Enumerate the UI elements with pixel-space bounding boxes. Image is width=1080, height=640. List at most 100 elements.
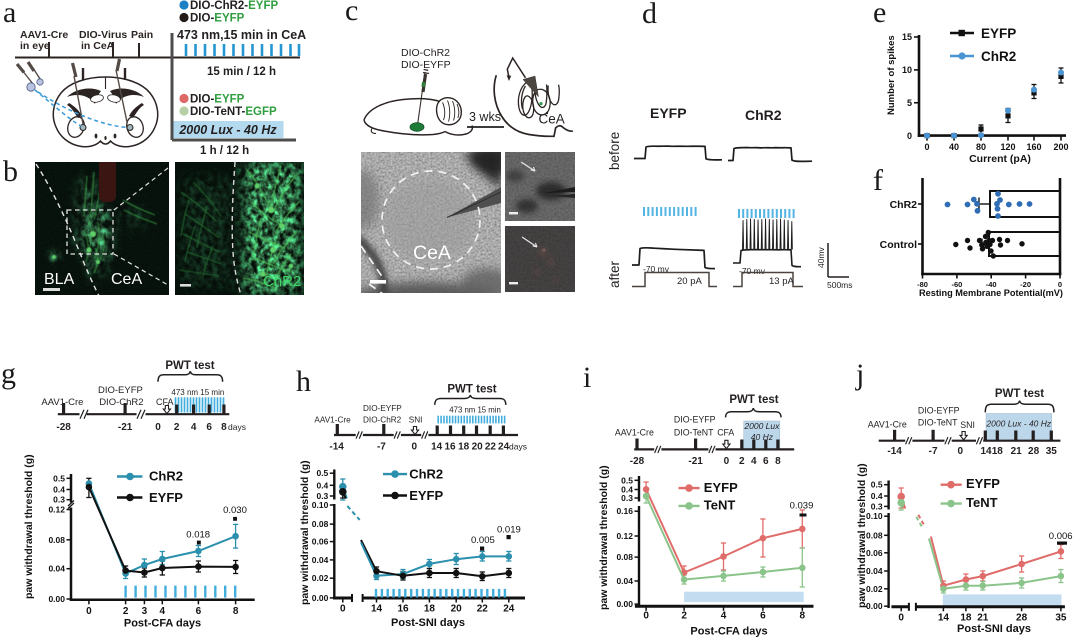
svg-text:-14: -14 [329,441,344,452]
svg-text:20 pA: 20 pA [677,276,702,287]
svg-text:AAV1-Cre: AAV1-Cre [41,397,83,408]
svg-text:DIO-EYFP: DIO-EYFP [674,415,716,425]
svg-text:4: 4 [191,422,197,433]
svg-text:14: 14 [938,612,950,623]
svg-text:ChR2: ChR2 [409,467,443,482]
svg-text:-7: -7 [377,441,386,452]
svg-text:0.12: 0.12 [616,531,633,541]
svg-text:0: 0 [1058,280,1062,289]
svg-text:0.06: 0.06 [866,548,883,558]
svg-text:0.04: 0.04 [48,564,65,574]
svg-text:0.5: 0.5 [316,468,328,478]
svg-text:0.12: 0.12 [48,505,65,515]
svg-text:-21: -21 [118,422,133,433]
svg-text:20: 20 [451,603,463,614]
svg-text:6: 6 [196,606,202,617]
svg-text:15: 15 [902,32,912,42]
svg-text:0.08: 0.08 [866,530,883,540]
svg-text:0.018: 0.018 [186,530,210,541]
svg-text:AAV1-Cre: AAV1-Cre [615,428,654,438]
svg-text:DIO-EYFP: DIO-EYFP [363,404,402,413]
svg-text:0.08: 0.08 [48,535,65,545]
svg-text:18: 18 [960,612,972,623]
svg-text:0: 0 [643,611,649,622]
svg-text:80: 80 [976,142,986,152]
svg-text:-20: -20 [1020,280,1031,289]
svg-text:473 nm 15 min: 473 nm 15 min [449,406,501,415]
svg-text:-70 mv: -70 mv [643,264,670,274]
svg-text:DIO-EYFP: DIO-EYFP [918,406,960,416]
svg-text:18: 18 [992,446,1004,457]
svg-text:21: 21 [977,612,989,623]
svg-text:0.4: 0.4 [53,485,65,495]
svg-text:0.3: 0.3 [53,495,65,505]
svg-text:0.04: 0.04 [312,555,329,565]
svg-text:0: 0 [924,142,929,152]
svg-text:EYFP: EYFP [704,480,738,495]
svg-text:-70 mv: -70 mv [739,266,766,276]
svg-text:EYFP: EYFP [981,26,1016,41]
svg-text:ChR2: ChR2 [149,469,183,484]
svg-text:Post-SNI days: Post-SNI days [957,623,1031,635]
svg-text:Post-SNI days: Post-SNI days [391,617,465,629]
svg-text:0.06: 0.06 [312,537,329,547]
svg-text:TeNT: TeNT [704,498,736,513]
svg-text:paw withdrawal threshold (g): paw withdrawal threshold (g) [23,454,35,599]
svg-text:2000 Lux: 2000 Lux [743,421,780,431]
svg-text:-7: -7 [929,446,938,457]
svg-text:0.10: 0.10 [866,511,883,521]
svg-text:DIO-EYFP: DIO-EYFP [401,59,451,71]
svg-text:-40: -40 [986,280,997,289]
svg-text:paw withdrawal threshold (g): paw withdrawal threshold (g) [598,465,610,610]
svg-text:0.02: 0.02 [866,584,883,594]
svg-text:-28: -28 [56,422,71,433]
svg-text:16: 16 [444,441,456,452]
svg-text:ChR2: ChR2 [890,199,918,211]
svg-text:0.08: 0.08 [312,519,329,529]
svg-text:0.019: 0.019 [497,525,521,536]
svg-text:0.039: 0.039 [790,500,814,511]
svg-text:DIO-ChR2: DIO-ChR2 [363,416,402,425]
svg-text:18: 18 [424,603,436,614]
svg-text:-28: -28 [630,456,645,467]
svg-text:0.5: 0.5 [53,473,65,483]
svg-text:18: 18 [458,441,470,452]
svg-text:CeA: CeA [413,242,451,264]
svg-text:0: 0 [958,446,964,457]
svg-text:ChR2: ChR2 [745,107,782,123]
svg-text:SNI: SNI [960,420,975,430]
svg-text:Resting Membrane Potential(mV): Resting Membrane Potential(mV) [919,288,1063,298]
svg-text:0.10: 0.10 [312,500,329,510]
svg-text:DIO-EYFP: DIO-EYFP [190,13,245,25]
svg-text:4: 4 [751,456,757,467]
svg-text:-60: -60 [951,280,962,289]
svg-text:0.006: 0.006 [1049,531,1073,542]
svg-text:35: 35 [1046,446,1058,457]
svg-text:0.00: 0.00 [616,599,633,609]
svg-text:-80: -80 [917,280,928,289]
svg-text:0.5: 0.5 [621,475,633,485]
svg-text:0: 0 [412,441,418,452]
svg-text:1 h / 12 h: 1 h / 12 h [200,145,249,157]
svg-text:16: 16 [397,603,409,614]
svg-text:0.00: 0.00 [312,593,329,603]
svg-text:0.04: 0.04 [616,576,633,586]
svg-text:24: 24 [503,603,515,614]
svg-text:3 wks: 3 wks [469,110,501,124]
svg-text:0.030: 0.030 [223,505,247,516]
svg-text:0.04: 0.04 [866,566,883,576]
svg-text:0: 0 [155,422,161,433]
svg-text:2000 Lux - 40 Hz: 2000 Lux - 40 Hz [178,123,277,137]
svg-text:days: days [228,422,246,432]
svg-text:8: 8 [221,422,227,433]
svg-text:500ms: 500ms [827,280,853,290]
svg-text:EYFP: EYFP [149,490,183,505]
svg-text:AAV1-Cre: AAV1-Cre [20,29,68,41]
svg-text:paw withdrawal threshold (g): paw withdrawal threshold (g) [299,460,311,605]
svg-text:EYFP: EYFP [650,105,687,121]
svg-text:40mv: 40mv [816,246,826,268]
svg-text:8: 8 [800,611,806,622]
svg-text:200: 200 [1053,142,1068,152]
svg-text:22: 22 [485,441,497,452]
svg-text:TeNT: TeNT [966,495,998,510]
